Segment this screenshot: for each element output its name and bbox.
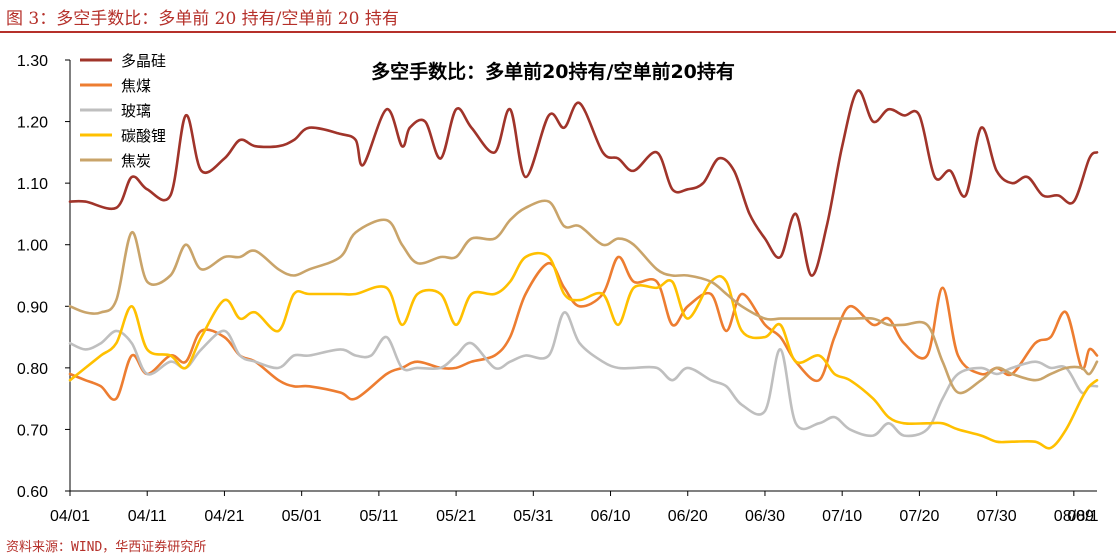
legend-label-2: 玻璃	[121, 102, 151, 120]
series-line-3	[68, 251, 1099, 450]
x-tick-label: 06/20	[668, 508, 708, 525]
series-line-1	[68, 255, 1099, 401]
x-tick-label: 08/1	[1067, 508, 1098, 525]
y-tick-label: 1.10	[17, 176, 48, 193]
series-lines	[68, 89, 1099, 450]
x-axis-ticks: 04/01 04/11 04/21 05/01 05/11 05/21 05/31 06/10…	[50, 491, 1099, 525]
x-tick-label: 06/10	[591, 508, 631, 525]
legend-label-1: 焦煤	[121, 77, 151, 95]
legend-label-4: 焦炭	[121, 152, 151, 170]
x-tick-label: 07/30	[977, 508, 1017, 525]
x-tick-label: 06/30	[745, 508, 785, 525]
x-tick-label: 05/21	[436, 508, 476, 525]
x-tick-label: 08/09	[1054, 508, 1094, 525]
y-tick-label: 1.30	[17, 53, 48, 70]
legend-label-3: 碳酸锂	[121, 127, 166, 145]
legend-label-0: 多晶硅	[121, 52, 166, 70]
x-tick-label: 05/01	[282, 508, 322, 525]
y-tick-label: 1.00	[17, 238, 48, 255]
source-note: 资料来源：WIND，华西证券研究所	[6, 540, 207, 555]
x-tick-label: 04/01	[50, 508, 90, 525]
x-tick-label: 07/10	[822, 508, 862, 525]
y-tick-label: 0.80	[17, 361, 48, 378]
series-line-4	[68, 199, 1099, 395]
series-line-2	[68, 311, 1099, 438]
x-tick-label: 07/20	[899, 508, 939, 525]
x-tick-label: 05/11	[359, 508, 398, 525]
figure-caption: 图 3：多空手数比：多单前 20 持有/空单前 20 持有	[6, 9, 399, 29]
y-axis-ticks: 0.60 0.70 0.80 0.90 1.00 1.10 1.20 1.30	[17, 53, 70, 501]
x-tick-label: 04/11	[128, 508, 167, 525]
x-tick-label: 04/21	[204, 508, 244, 525]
y-tick-label: 0.70	[17, 422, 48, 439]
x-tick-label: 05/31	[513, 508, 553, 525]
series-line-0	[68, 89, 1099, 277]
caption-rule	[0, 31, 1116, 33]
y-tick-label: 0.60	[17, 484, 48, 501]
y-tick-label: 1.20	[17, 115, 48, 132]
y-tick-label: 0.90	[17, 299, 48, 316]
chart-title: 多空手数比：多单前20持有/空单前20持有	[371, 60, 735, 83]
